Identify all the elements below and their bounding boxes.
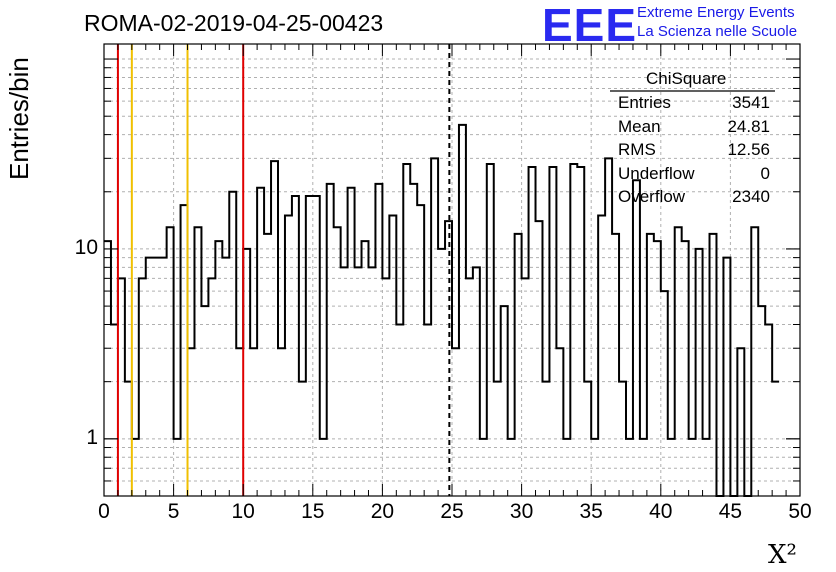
- x-tick-label: 30: [509, 500, 534, 523]
- x-tick-label: 50: [788, 500, 812, 523]
- stats-value: 12.56: [727, 140, 770, 159]
- stats-value: 2340: [732, 187, 770, 206]
- stats-title: ChiSquare: [646, 69, 727, 88]
- stats-label: Overflow: [618, 187, 686, 206]
- x-tick-label: 0: [98, 500, 110, 523]
- stats-label: Mean: [618, 116, 661, 136]
- y-tick-label: 10: [74, 235, 98, 259]
- x-tick-label: 45: [718, 500, 743, 523]
- stats-value: 24.81: [727, 116, 770, 136]
- x-tick-label: 15: [301, 500, 325, 523]
- stats-value: 3541: [732, 93, 770, 112]
- eee-logo: EEE: [542, 0, 638, 51]
- logo-line-1: Extreme Energy Events: [637, 4, 795, 21]
- x-tick-label: 25: [440, 500, 464, 523]
- x-tick-label: 35: [579, 500, 603, 523]
- x-tick-label: 5: [167, 500, 180, 523]
- x-tick-label: 40: [649, 500, 673, 523]
- logo-line-2: La Scienza nelle Scuole: [637, 23, 798, 40]
- histogram-step-line: [104, 123, 780, 497]
- stats-label: Entries: [618, 93, 671, 112]
- plot-title: ROMA-02-2019-04-25-00423: [84, 10, 384, 36]
- y-tick-label: 1: [86, 425, 98, 449]
- axis-ticks: [103, 44, 801, 496]
- x-axis-label: Χ²: [768, 540, 797, 570]
- stats-label: Underflow: [618, 163, 695, 183]
- stats-value: 0: [760, 163, 770, 183]
- stats-label: RMS: [618, 140, 656, 159]
- histogram-bars: [104, 123, 780, 497]
- y-axis-label: Entries/bin: [4, 57, 34, 180]
- x-tick-label: 10: [231, 500, 255, 523]
- reference-lines: [116, 44, 451, 496]
- x-tick-label: 20: [370, 500, 395, 523]
